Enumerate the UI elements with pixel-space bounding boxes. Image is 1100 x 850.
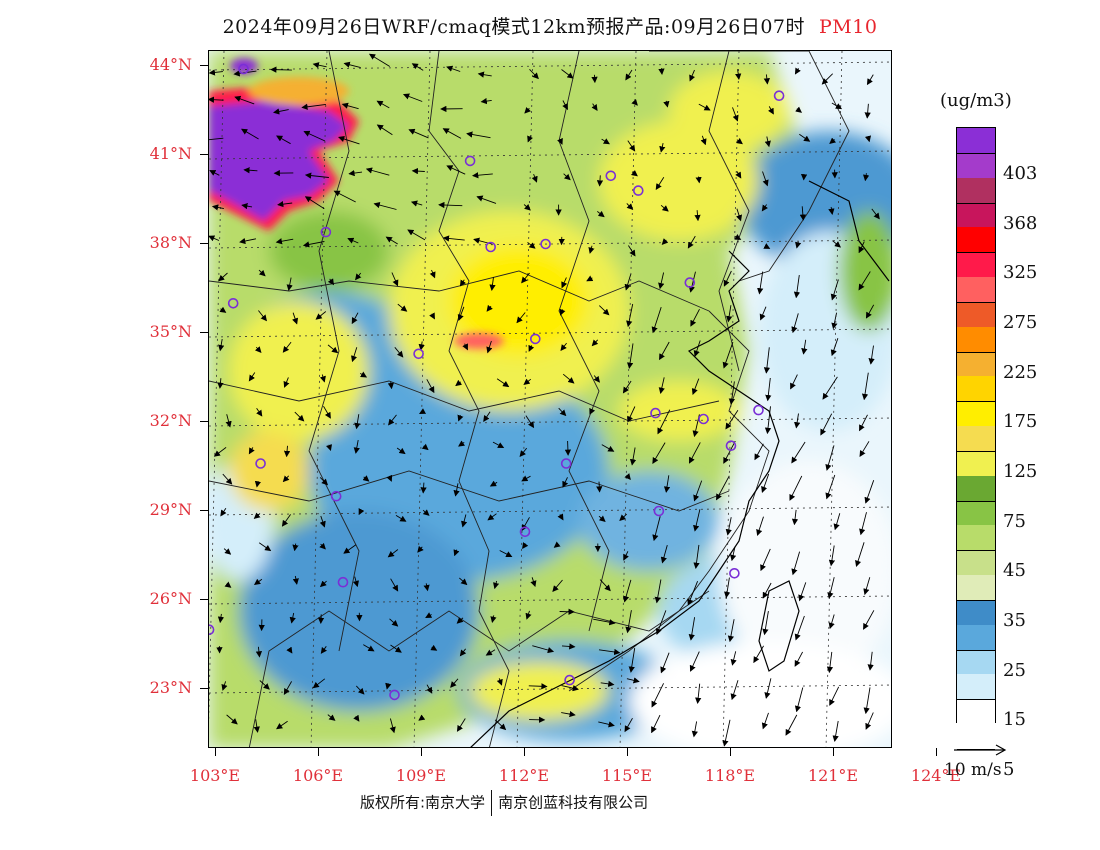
reference-vector-label: 10 m/s — [944, 760, 1002, 780]
colorbar-label: 175 — [1003, 411, 1037, 432]
colorbar-swatch — [957, 451, 995, 476]
colorbar-divider — [957, 401, 995, 402]
copyright-footer: 版权所有:南京大学 南京创蓝科技有限公司 — [360, 790, 648, 816]
lon-label: 103°E — [185, 766, 245, 785]
colorbar-swatch — [957, 699, 995, 724]
colorbar-label: 15 — [1003, 709, 1026, 730]
colorbar-swatch — [957, 476, 995, 501]
colorbar-swatch — [957, 501, 995, 526]
colorbar-divider — [957, 550, 995, 551]
lon-label: 112°E — [494, 766, 554, 785]
footer-separator — [491, 790, 492, 816]
lon-tick — [936, 748, 937, 756]
colorbar-swatch — [957, 575, 995, 600]
colorbar-swatch — [957, 650, 995, 675]
lat-tick — [200, 332, 208, 333]
colorbar-swatch — [957, 277, 995, 302]
footer-right: 南京创蓝科技有限公司 — [498, 794, 648, 812]
lat-label: 23°N — [130, 678, 192, 697]
colorbar-swatch — [957, 376, 995, 401]
colorbar-swatch — [957, 600, 995, 625]
colorbar-label: 5 — [1003, 759, 1014, 780]
lat-tick — [200, 688, 208, 689]
forecast-map — [208, 50, 892, 748]
title-main: 2024年09月26日WRF/cmaq模式12km预报产品:09月26日07时 — [223, 16, 805, 38]
colorbar-label: 225 — [1003, 362, 1037, 383]
colorbar-swatch — [957, 153, 995, 178]
lat-label: 44°N — [130, 55, 192, 74]
lat-label: 35°N — [130, 322, 192, 341]
colorbar-swatch — [957, 525, 995, 550]
colorbar-swatch — [957, 550, 995, 575]
colorbar-label: 125 — [1003, 461, 1037, 482]
lon-tick — [730, 748, 731, 756]
colorbar-swatch — [957, 203, 995, 228]
wind-arrow — [594, 75, 595, 82]
lon-tick — [524, 748, 525, 756]
colorbar-divider — [957, 699, 995, 700]
lat-label: 41°N — [130, 144, 192, 163]
lon-label: 118°E — [700, 766, 760, 785]
lat-tick — [200, 599, 208, 600]
lon-tick — [627, 748, 628, 756]
colorbar-divider — [957, 600, 995, 601]
lon-label: 115°E — [597, 766, 657, 785]
footer-left: 版权所有:南京大学 — [360, 794, 485, 812]
lat-label: 38°N — [130, 233, 192, 252]
colorbar-swatch — [957, 352, 995, 377]
colorbar-swatch — [957, 178, 995, 203]
colorbar-unit: (ug/m3) — [940, 90, 1012, 111]
colorbar-divider — [957, 451, 995, 452]
colorbar-swatch — [957, 426, 995, 451]
colorbar-swatch — [957, 252, 995, 277]
lon-tick — [318, 748, 319, 756]
colorbar-label: 368 — [1003, 213, 1037, 234]
wind-arrow — [599, 482, 600, 492]
wind-arrow — [568, 441, 569, 455]
colorbar-label: 75 — [1003, 511, 1026, 532]
colorbar-label: 45 — [1003, 560, 1026, 581]
colorbar-swatch — [957, 227, 995, 252]
colorbar-divider — [957, 153, 995, 154]
colorbar-divider — [957, 302, 995, 303]
colorbar-divider — [957, 203, 995, 204]
colorbar-divider — [957, 252, 995, 253]
lon-tick — [215, 748, 216, 756]
lat-tick — [200, 65, 208, 66]
lon-tick — [421, 748, 422, 756]
chart-title: 2024年09月26日WRF/cmaq模式12km预报产品:09月26日07时 P… — [0, 12, 1100, 39]
lat-tick — [200, 421, 208, 422]
map-canvas — [209, 51, 892, 748]
reference-vector-arrow — [952, 742, 1008, 758]
colorbar — [956, 127, 996, 723]
colorbar-label: 325 — [1003, 262, 1037, 283]
colorbar-swatch — [957, 128, 995, 153]
colorbar-divider — [957, 650, 995, 651]
title-variable: PM10 — [819, 16, 877, 38]
colorbar-label: 275 — [1003, 312, 1037, 333]
colorbar-swatch — [957, 674, 995, 699]
colorbar-swatch — [957, 302, 995, 327]
lat-tick — [200, 154, 208, 155]
colorbar-label: 35 — [1003, 610, 1026, 631]
lon-label: 106°E — [288, 766, 348, 785]
colorbar-label: 25 — [1003, 660, 1026, 681]
wind-arrow — [661, 68, 662, 74]
lon-label: 121°E — [803, 766, 863, 785]
wind-arrow — [271, 70, 292, 71]
colorbar-swatch — [957, 625, 995, 650]
lat-label: 32°N — [130, 411, 192, 430]
lat-tick — [200, 510, 208, 511]
colorbar-swatch — [957, 401, 995, 426]
lat-tick — [200, 243, 208, 244]
lon-label: 109°E — [391, 766, 451, 785]
colorbar-swatch — [957, 327, 995, 352]
colorbar-divider — [957, 501, 995, 502]
lat-label: 26°N — [130, 589, 192, 608]
lon-tick — [833, 748, 834, 756]
lat-label: 29°N — [130, 500, 192, 519]
colorbar-label: 403 — [1003, 163, 1037, 184]
colorbar-divider — [957, 352, 995, 353]
